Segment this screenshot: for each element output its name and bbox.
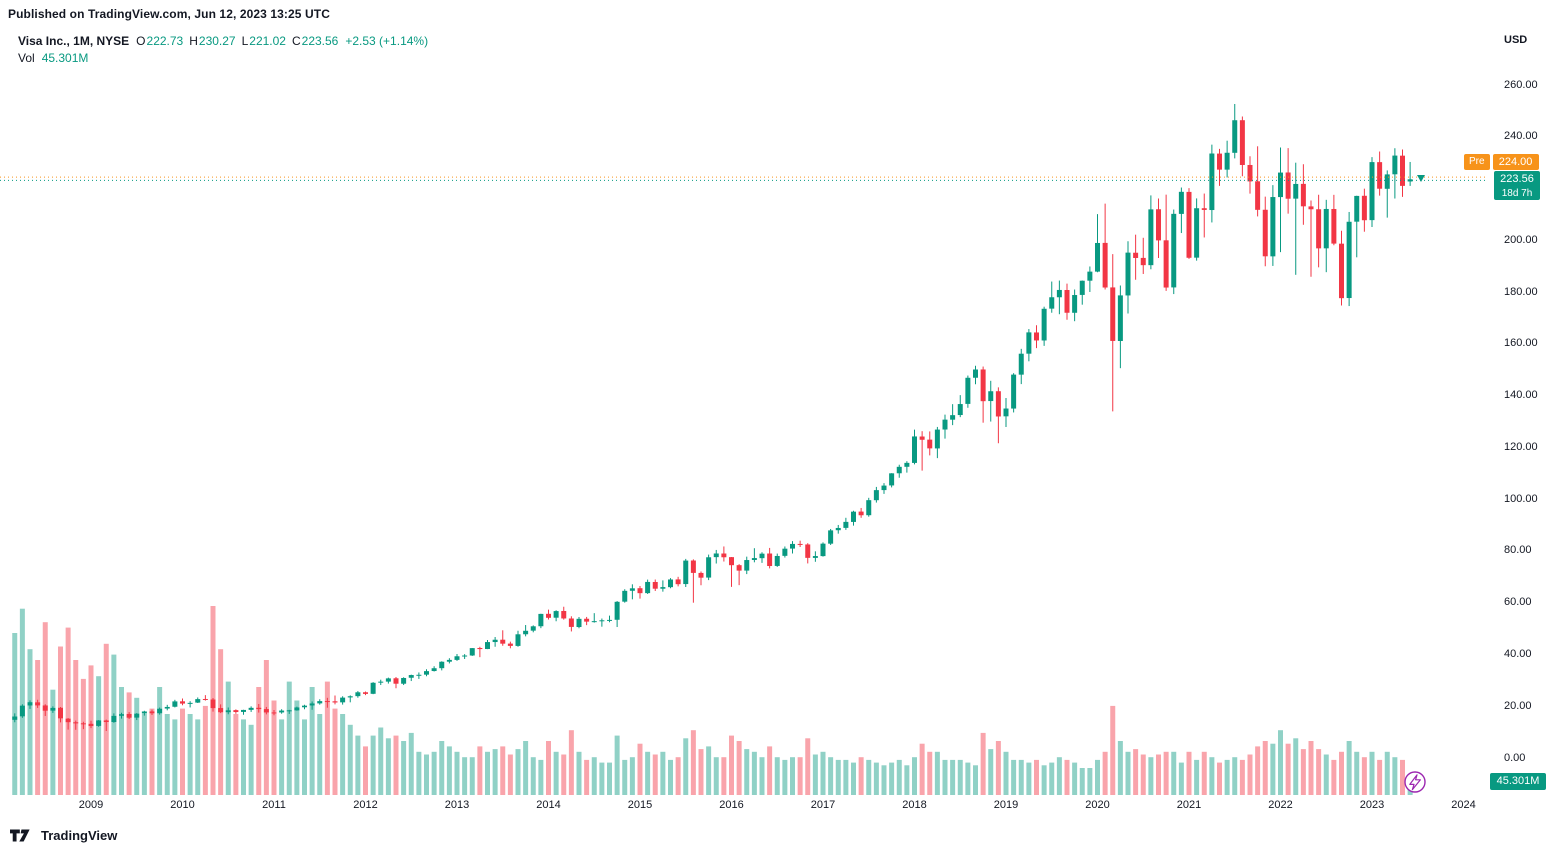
- flash-icon[interactable]: [1404, 771, 1426, 793]
- year-tick-label: 2023: [1359, 799, 1385, 811]
- last-price-arrow-icon: [1417, 175, 1425, 182]
- bar-countdown-badge: 18d 7h: [1494, 187, 1540, 200]
- price-axis[interactable]: USD 260.00 240.00 200.00 180.00 160.00 140.00…: [1464, 0, 1566, 857]
- price-tick-label: 120.00: [1504, 440, 1538, 453]
- price-tick-label: 60.00: [1504, 596, 1532, 609]
- published-caption: Published on TradingView.com, Jun 12, 20…: [8, 7, 330, 21]
- low-value: 221.02: [249, 34, 286, 48]
- ohlc-values: O 222.73 H 230.27 L 221.02 C 223.56: [136, 33, 338, 50]
- year-tick-label: 2024: [1451, 799, 1476, 811]
- price-tick-label: 80.00: [1504, 544, 1532, 557]
- year-tick-label: 2019: [993, 799, 1019, 811]
- year-tick-label: 2020: [1085, 799, 1110, 811]
- tradingview-logo-icon[interactable]: [10, 828, 34, 843]
- last-price-badge: 223.56: [1494, 171, 1540, 187]
- price-tick-label: 100.00: [1504, 492, 1538, 505]
- volume-label: Vol: [18, 51, 35, 65]
- price-tick-label: 40.00: [1504, 647, 1532, 660]
- year-tick-label: 2009: [78, 799, 104, 811]
- candlestick-series: [12, 103, 1413, 731]
- pre-market-price-badge: 224.00: [1492, 154, 1539, 170]
- legend-ohlc-row: Visa Inc., 1M, NYSE O 222.73 H 230.27 L 221…: [18, 33, 428, 50]
- close-value: 223.56: [301, 34, 339, 48]
- currency-label: USD: [1504, 34, 1528, 46]
- close-label: C: [291, 34, 301, 48]
- symbol-title[interactable]: Visa Inc., 1M, NYSE: [18, 34, 130, 48]
- year-tick-label: 2022: [1268, 799, 1293, 811]
- legend-volume-row: Vol 45.301M: [18, 50, 428, 67]
- year-tick-label: 2012: [353, 799, 378, 811]
- time-axis[interactable]: 2009 2010 2011 2012 2013 2014 2015 2016 2017 2018…: [0, 799, 1490, 817]
- year-tick-label: 2014: [536, 799, 561, 811]
- year-tick-label: 2013: [444, 799, 470, 811]
- price-tick-label: 140.00: [1504, 389, 1538, 402]
- year-tick-label: 2015: [627, 799, 653, 811]
- price-tick-label: 20.00: [1504, 699, 1532, 712]
- price-tick-label: 0.00: [1504, 751, 1526, 764]
- footer: TradingView: [10, 828, 117, 843]
- open-label: O: [136, 34, 146, 48]
- year-tick-label: 2010: [170, 799, 195, 811]
- volume-series: [12, 606, 1413, 795]
- year-tick-label: 2021: [1176, 799, 1202, 811]
- price-tick-label: 180.00: [1504, 285, 1538, 298]
- open-value: 222.73: [146, 34, 184, 48]
- year-tick-label: 2016: [719, 799, 744, 811]
- year-tick-label: 2017: [810, 799, 836, 811]
- volume-badge: 45.301M: [1490, 773, 1546, 790]
- price-tick-label: 240.00: [1504, 130, 1538, 143]
- tradingview-wordmark[interactable]: TradingView: [41, 828, 118, 843]
- high-label: H: [189, 34, 198, 48]
- year-tick-label: 2018: [902, 799, 927, 811]
- price-tick-label: 160.00: [1504, 337, 1538, 350]
- price-tick-label: 200.00: [1504, 233, 1538, 246]
- year-tick-label: 2011: [262, 799, 286, 811]
- price-tick-label: 260.00: [1504, 78, 1538, 91]
- low-label: L: [241, 34, 249, 48]
- change-value: +2.53 (+1.14%): [345, 34, 429, 48]
- volume-value: 45.301M: [41, 51, 89, 65]
- pre-market-badge: Pre 224.00: [1464, 154, 1539, 170]
- pre-market-label: Pre: [1464, 154, 1490, 170]
- symbol-legend: Visa Inc., 1M, NYSE O 222.73 H 230.27 L 221…: [18, 33, 428, 67]
- high-value: 230.27: [198, 34, 236, 48]
